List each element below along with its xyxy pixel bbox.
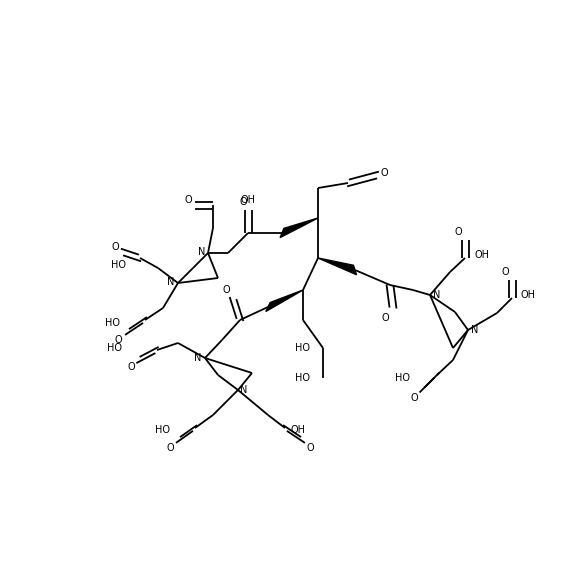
Text: O: O xyxy=(184,195,192,205)
Text: N: N xyxy=(194,353,202,363)
Polygon shape xyxy=(266,290,303,311)
Text: HO: HO xyxy=(295,373,310,383)
Text: HO: HO xyxy=(156,425,170,435)
Text: N: N xyxy=(471,325,479,335)
Text: HO: HO xyxy=(106,318,120,328)
Text: N: N xyxy=(198,247,206,257)
Text: O: O xyxy=(127,362,135,372)
Text: O: O xyxy=(501,267,509,277)
Text: HO: HO xyxy=(394,373,410,383)
Text: O: O xyxy=(222,285,230,295)
Text: O: O xyxy=(381,313,389,323)
Text: OH: OH xyxy=(241,195,256,205)
Text: O: O xyxy=(380,168,388,178)
Polygon shape xyxy=(318,258,357,275)
Text: O: O xyxy=(239,197,247,207)
Text: O: O xyxy=(111,242,119,252)
Text: OH: OH xyxy=(290,425,306,435)
Text: HO: HO xyxy=(107,343,123,353)
Text: HO: HO xyxy=(295,343,310,353)
Text: OH: OH xyxy=(475,250,490,260)
Polygon shape xyxy=(280,218,318,238)
Text: O: O xyxy=(114,335,122,345)
Text: N: N xyxy=(241,385,248,395)
Text: N: N xyxy=(167,277,175,287)
Text: O: O xyxy=(454,227,462,237)
Text: O: O xyxy=(166,443,174,453)
Text: O: O xyxy=(306,443,314,453)
Text: HO: HO xyxy=(110,260,125,270)
Text: OH: OH xyxy=(521,290,536,300)
Text: O: O xyxy=(410,393,418,403)
Text: N: N xyxy=(433,290,440,300)
